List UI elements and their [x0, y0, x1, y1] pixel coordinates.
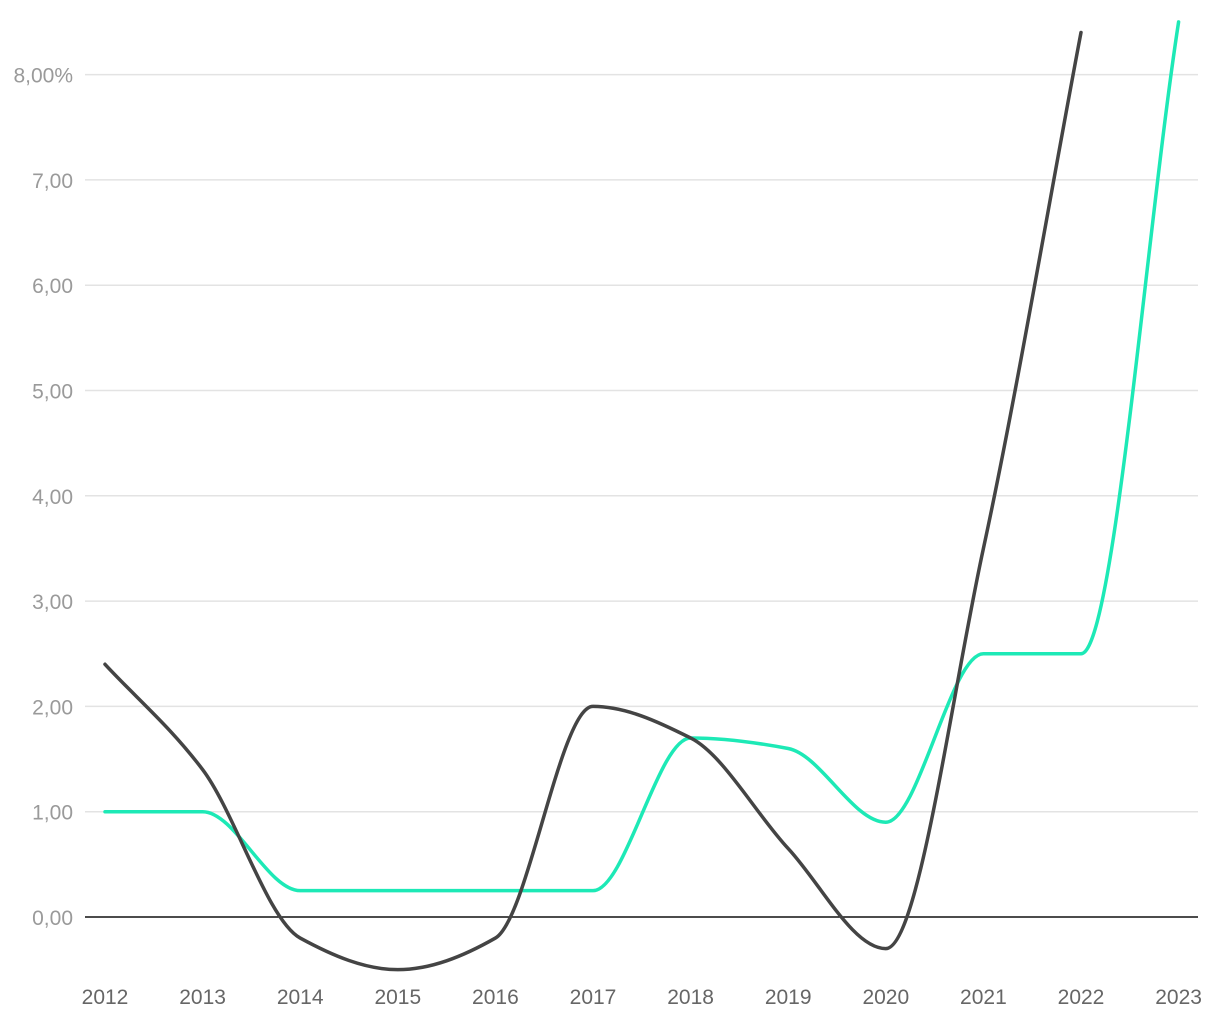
y-tick-label: 4,00: [32, 486, 73, 509]
x-tick-label: 2021: [960, 986, 1007, 1009]
y-axis-tick-labels: 0,00 1,00 2,00 3,00 4,00 5,00 6,00 7,00 8,00%: [13, 65, 73, 930]
y-tick-label: 7,00: [32, 170, 73, 193]
x-tick-label: 2017: [570, 986, 617, 1009]
x-tick-label: 2015: [374, 986, 421, 1009]
x-tick-label: 2019: [765, 986, 812, 1009]
y-tick-label: 3,00: [32, 591, 73, 614]
series-line-1: [103, 20, 1181, 893]
y-tick-label: 5,00: [32, 381, 73, 404]
x-tick-label: 2020: [862, 986, 909, 1009]
x-tick-label: 2016: [472, 986, 519, 1009]
x-tick-label: 2022: [1058, 986, 1105, 1009]
x-tick-label: 2023: [1155, 986, 1202, 1009]
y-tick-label: 2,00: [32, 696, 73, 719]
series-lines: [103, 20, 1181, 972]
y-tick-label: 6,00: [32, 275, 73, 298]
y-tick-label: 8,00%: [13, 65, 73, 88]
x-tick-label: 2013: [179, 986, 226, 1009]
gridlines: [85, 73, 1198, 813]
x-tick-label: 2014: [277, 986, 324, 1009]
x-tick-label: 2018: [667, 986, 714, 1009]
series-line-2: [103, 30, 1083, 972]
x-tick-label: 2012: [82, 986, 129, 1009]
y-tick-label: 1,00: [32, 802, 73, 825]
x-axis-tick-labels: 2012 2013 2014 2015 2016 2017 2018 2019 2020 2021…: [82, 986, 1202, 1009]
y-tick-label: 0,00: [32, 907, 73, 930]
